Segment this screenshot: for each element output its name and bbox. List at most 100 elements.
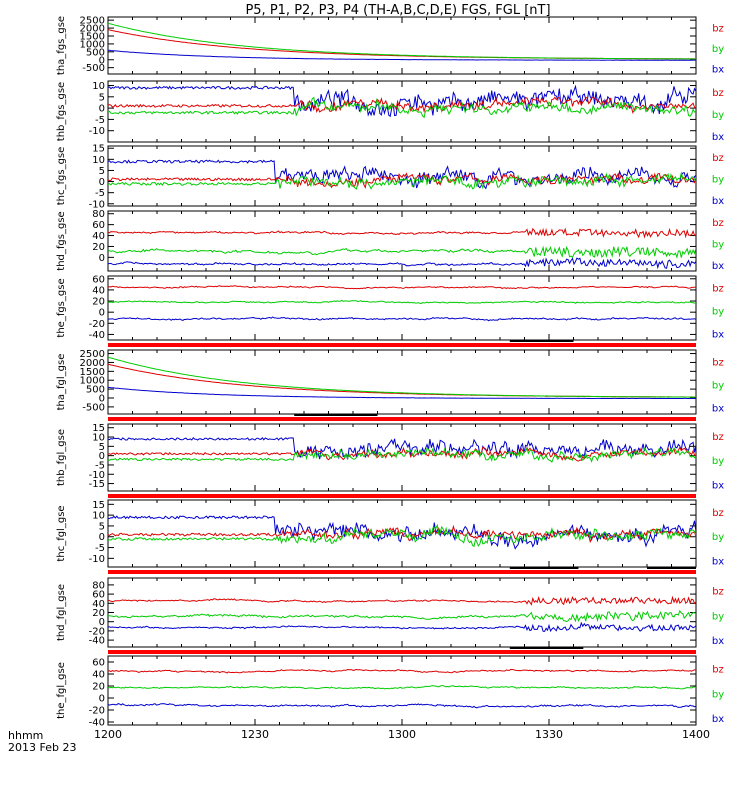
y-tick-label: 0 [99,55,105,66]
x-tick-label: 1200 [94,728,122,741]
component-label-bx: bx [712,556,724,567]
component-label-bx: bx [712,480,724,491]
y-axis-label: thc_fgs_gse [56,147,67,206]
component-label-bx: bx [712,404,724,415]
chart-title: P5, P1, P2, P3, P4 (TH-A,B,C,D,E) FGS, F… [245,3,550,18]
y-tick-label: -500 [82,63,105,74]
component-label-bz: bz [712,508,724,519]
component-label-by: by [712,532,724,543]
component-label-by: by [712,110,724,121]
series-bx [108,159,696,190]
component-label-bz: bz [712,358,724,369]
series-bz [108,446,696,462]
y-axis-label: thd_fgs_gse [56,211,67,270]
y-tick-label: 60 [92,274,105,285]
series-bz [108,227,696,239]
x-tick-label: 1300 [388,728,416,741]
series-by [108,523,696,548]
flag-bar [108,650,696,654]
series-by [108,171,696,190]
component-label-bz: bz [712,586,724,597]
y-tick-label: -10 [89,126,105,137]
y-axis-label: thb_fgs_gse [56,82,67,141]
component-label-bz: bz [712,218,724,229]
y-tick-label: -10 [89,199,105,210]
y-tick-label: -5 [95,188,105,199]
component-label-by: by [712,611,724,622]
y-axis-label: the_fgl_gse [56,662,67,719]
x-axis-label: hhmm [8,729,43,742]
component-label-by: by [712,44,724,55]
y-tick-label: 1500 [80,367,105,378]
y-axis-label: thc_fgl_gse [56,505,67,561]
series-by [108,356,696,398]
y-tick-label: 40 [92,599,105,610]
y-axis-label: thb_fgl_gse [56,429,67,486]
component-label-bz: bz [712,88,724,99]
y-tick-label: 2000 [80,358,105,369]
component-label-by: by [712,307,724,318]
y-tick-label: 2000 [80,24,105,35]
y-tick-label: 40 [92,285,105,296]
y-tick-label: -5 [95,460,105,471]
y-tick-label: 15 [92,144,105,155]
series-bx [108,257,696,270]
series-by [108,245,696,259]
series-bx [108,386,696,400]
y-tick-label: 2500 [80,349,105,360]
component-label-bx: bx [712,132,724,143]
component-label-bz: bz [712,664,724,675]
flag-bar [108,417,696,421]
y-tick-label: 2500 [80,16,105,27]
y-tick-label: 60 [92,658,105,669]
y-tick-label: 60 [92,220,105,231]
series-bz [108,172,696,190]
y-tick-label: -40 [89,718,105,729]
y-tick-label: -10 [89,554,105,565]
y-tick-label: 5 [99,166,105,177]
panel-frame [107,16,697,75]
series-by [108,299,696,305]
y-tick-label: 1500 [80,32,105,43]
x-tick-label: 1330 [535,728,563,741]
y-tick-label: 20 [92,242,105,253]
component-label-bx: bx [712,196,724,207]
x-tick-label: 1400 [682,728,710,741]
component-label-bz: bz [712,153,724,164]
y-axis-label: tha_fgl_gse [56,354,67,411]
component-label-by: by [712,239,724,250]
component-label-by: by [712,689,724,700]
series-bz [108,285,696,290]
y-axis-label: tha_fgs_gse [56,16,67,75]
y-tick-label: -10 [89,470,105,481]
y-tick-label: 1000 [80,39,105,50]
y-tick-label: 0 [99,308,105,319]
y-tick-label: 0 [99,177,105,188]
panel-frame [107,349,697,415]
series-by [108,96,696,119]
series-bx [108,703,696,709]
y-tick-label: -20 [89,706,105,717]
y-tick-label: 0 [99,694,105,705]
y-tick-label: 0 [99,104,105,115]
series-bx [108,621,696,633]
series-bx [108,515,696,550]
y-tick-label: 15 [92,423,105,434]
y-tick-label: 15 [92,500,105,511]
component-label-bx: bx [712,636,724,647]
component-label-by: by [712,456,724,467]
y-tick-label: 0 [99,253,105,264]
component-label-by: by [712,381,724,392]
y-tick-label: 20 [92,682,105,693]
y-tick-label: -5 [95,115,105,126]
series-by [108,609,696,623]
component-label-bz: bz [712,432,724,443]
y-tick-label: 10 [92,81,105,92]
y-axis-label: the_fgs_gse [56,278,67,337]
series-bz [108,96,696,114]
